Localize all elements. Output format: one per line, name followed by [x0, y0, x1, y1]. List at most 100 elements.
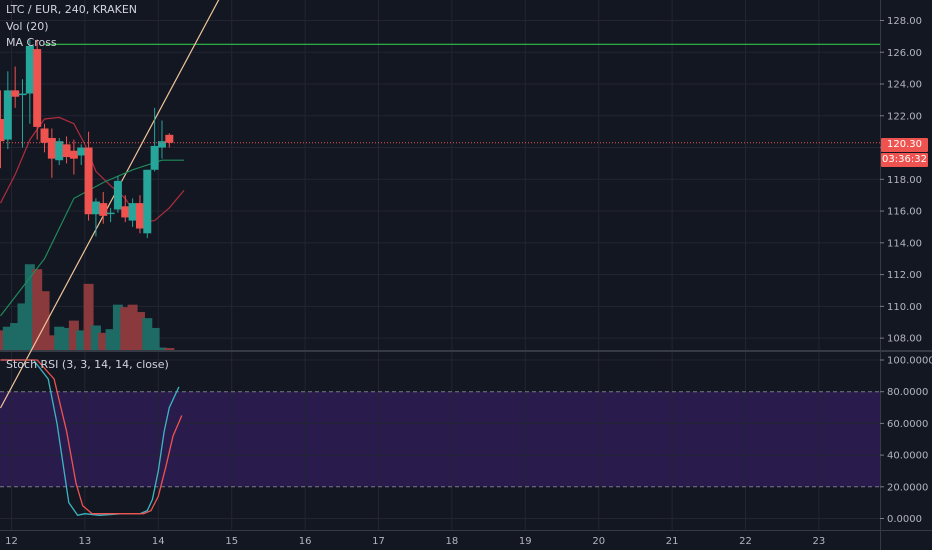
- candle: [25, 39, 34, 124]
- candle: [40, 123, 49, 153]
- candle: [0, 90, 5, 169]
- candle-body: [18, 93, 27, 96]
- candle-body: [0, 118, 5, 142]
- candle-body: [11, 90, 20, 97]
- candle: [77, 144, 86, 166]
- candle: [62, 136, 71, 164]
- candle: [91, 198, 100, 237]
- price-tick-label: 114.00: [887, 238, 922, 249]
- candle-body: [69, 150, 78, 159]
- stoch-band: [0, 391, 880, 487]
- volume-bar: [105, 329, 116, 350]
- time-tick-label: 12: [5, 536, 18, 547]
- time-tick-label: 22: [739, 536, 752, 547]
- volume-bar: [2, 326, 13, 350]
- candle: [47, 128, 56, 178]
- volume-bar: [156, 347, 167, 350]
- candle: [84, 131, 93, 221]
- time-tick-label: 20: [592, 536, 605, 547]
- candle: [69, 139, 78, 175]
- volume-bars: [0, 264, 175, 350]
- volume-bar: [24, 264, 35, 350]
- stoch-rsi-lines: [0, 359, 183, 517]
- candle: [106, 207, 115, 223]
- candle-body: [91, 201, 100, 215]
- time-tick-label: 16: [299, 536, 312, 547]
- candle-body: [47, 138, 56, 159]
- volume-bar: [54, 326, 65, 350]
- candle-body: [99, 203, 108, 216]
- candle: [165, 133, 174, 148]
- candle-body: [40, 128, 49, 143]
- candle: [33, 39, 42, 140]
- volume-legend[interactable]: Vol (20): [6, 20, 49, 33]
- volume-bar: [120, 307, 131, 350]
- price-axis[interactable]: 108.00 110.00 112.00 114.00 116.00 118.00 120.…: [880, 16, 932, 525]
- candle-body: [128, 203, 137, 221]
- time-tick-label: 13: [79, 536, 92, 547]
- candle-body: [84, 147, 93, 215]
- candle-body: [157, 141, 166, 148]
- volume-bar: [68, 320, 79, 350]
- volume-bar: [83, 283, 94, 350]
- time-tick-label: 21: [666, 536, 679, 547]
- candle-body: [135, 203, 144, 229]
- candle-body: [55, 141, 64, 161]
- candle: [113, 176, 122, 213]
- last-price-badge: 120.30: [881, 138, 928, 152]
- price-tick-label: 108.00: [887, 334, 922, 345]
- stoch-k-line: [0, 359, 180, 517]
- candle-body: [3, 90, 12, 140]
- stoch-tick-label: 80.0000: [887, 387, 928, 398]
- ma-long-line: [0, 159, 184, 317]
- candle: [18, 79, 27, 148]
- candle: [143, 169, 152, 239]
- ma-cross-legend[interactable]: MA Cross: [6, 36, 57, 49]
- volume-bar: [98, 332, 109, 350]
- stoch-rsi-legend[interactable]: Stoch RSI (3, 3, 14, 14, close): [6, 358, 169, 371]
- volume-bar: [39, 291, 50, 350]
- symbol-legend[interactable]: LTC / EUR, 240, KRAKEN: [6, 3, 138, 16]
- candle: [11, 66, 20, 108]
- candle-body: [121, 206, 130, 218]
- candle-body: [165, 134, 174, 143]
- price-tick-label: 122.00: [887, 111, 922, 122]
- candle: [121, 195, 130, 223]
- volume-bar: [90, 325, 101, 350]
- time-tick-label: 23: [813, 536, 826, 547]
- price-tick-label: 126.00: [887, 48, 922, 59]
- volume-bar: [17, 303, 28, 350]
- volume-bar: [127, 304, 138, 350]
- stoch-tick-label: 20.0000: [887, 482, 928, 493]
- countdown-badge: 03:36:32: [881, 153, 928, 167]
- time-tick-label: 17: [372, 536, 385, 547]
- volume-bar: [61, 327, 72, 350]
- candle-body: [113, 180, 122, 210]
- volume-bar: [76, 330, 87, 350]
- volume-bar: [112, 304, 123, 350]
- candle: [135, 195, 144, 234]
- price-tick-label: 128.00: [887, 16, 922, 27]
- time-tick-label: 15: [225, 536, 238, 547]
- candle: [55, 138, 64, 166]
- candle-body: [106, 212, 115, 215]
- price-tick-label: 118.00: [887, 175, 922, 186]
- price-tick-label: 110.00: [887, 302, 922, 313]
- volume-bar: [10, 323, 21, 350]
- volume-bar: [149, 327, 160, 350]
- stoch-tick-label: 40.0000: [887, 451, 928, 462]
- candle-body: [77, 147, 86, 156]
- candle: [157, 120, 166, 159]
- candle-body: [62, 144, 71, 158]
- volume-bar: [46, 335, 57, 350]
- candle-body: [150, 145, 159, 170]
- stoch-d-line: [0, 359, 183, 515]
- candle-body: [33, 49, 42, 127]
- candle: [99, 192, 108, 224]
- stoch-tick-label: 100.0000: [887, 356, 932, 367]
- time-tick-label: 14: [152, 536, 165, 547]
- time-axis[interactable]: 12 13 14 15 16 17 18 19 20 21 22 23: [5, 536, 825, 547]
